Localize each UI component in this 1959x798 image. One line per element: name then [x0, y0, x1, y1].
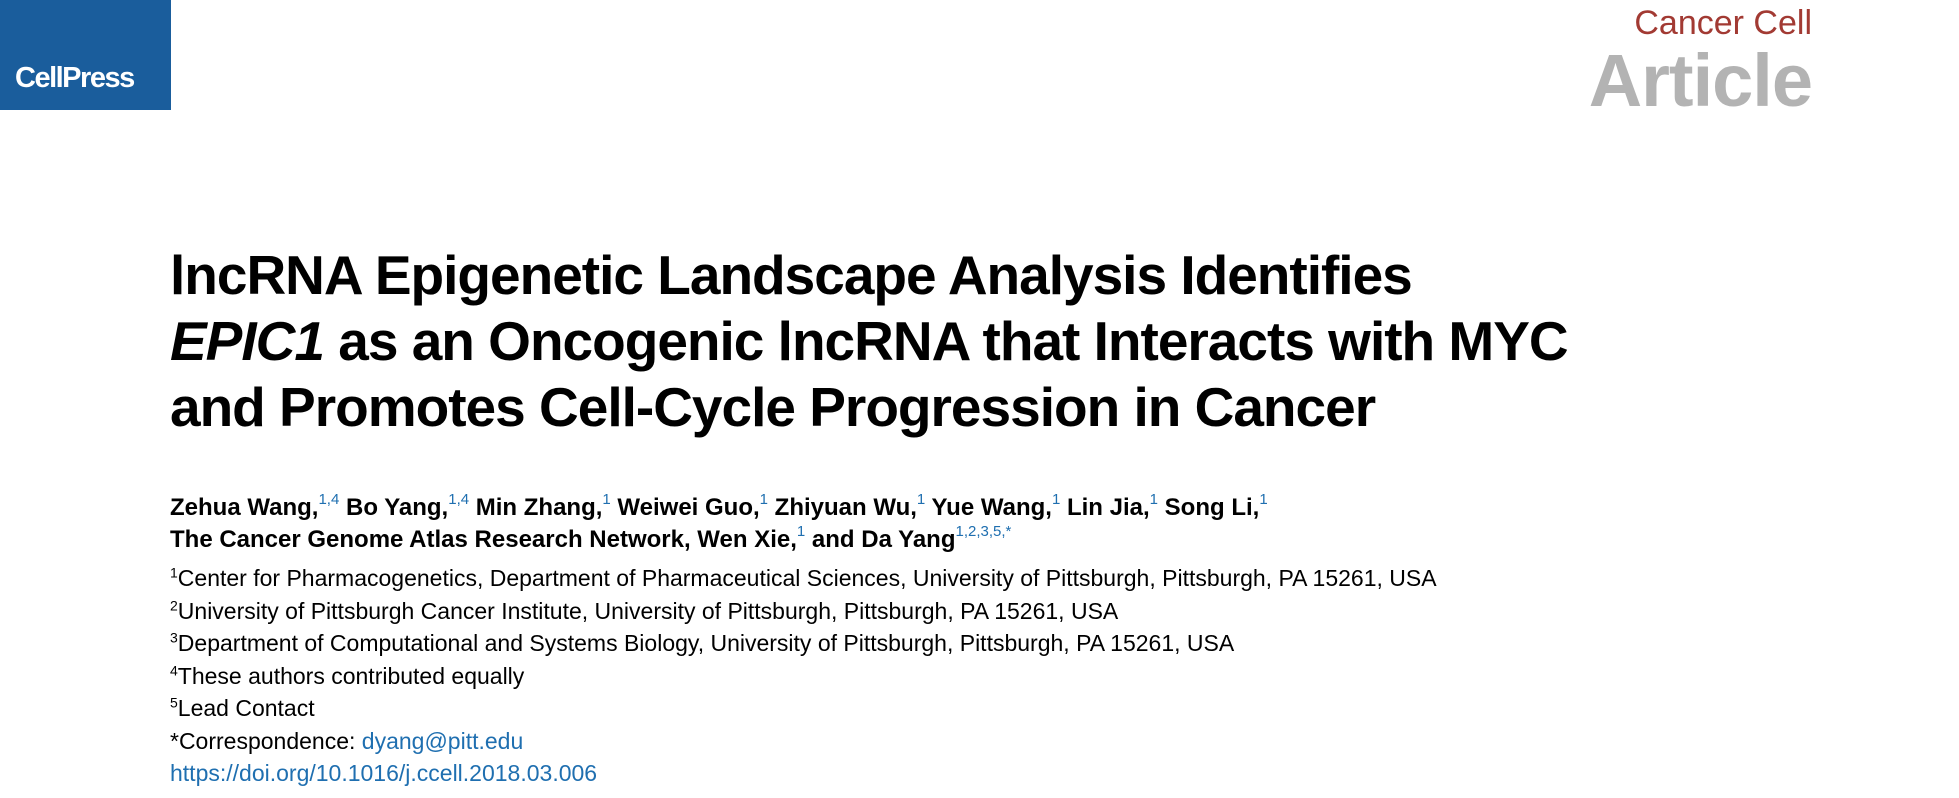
- affiliation-text: Lead Contact: [177, 695, 315, 721]
- author-affiliation-ref[interactable]: 1: [796, 523, 806, 540]
- author-name: Zhiyuan Wu,: [768, 494, 917, 521]
- author-affiliation-ref[interactable]: 1: [759, 491, 769, 508]
- author-affiliation-ref[interactable]: 1,2,3,5,*: [955, 523, 1012, 540]
- title-line-3: and Promotes Cell-Cycle Progression in C…: [170, 376, 1376, 438]
- author-affiliation-ref[interactable]: 1: [602, 491, 611, 508]
- author-list: Zehua Wang,1,4 Bo Yang,1,4 Min Zhang,1 W…: [170, 492, 1268, 556]
- affiliation-list: 1Center for Pharmacogenetics, Department…: [170, 562, 1437, 790]
- affiliation-item: 4These authors contributed equally: [170, 660, 1437, 693]
- affiliation-text: Center for Pharmacogenetics, Department …: [177, 565, 1437, 591]
- author-name: Lin Jia,: [1060, 494, 1150, 521]
- author-affiliation-ref[interactable]: 1: [916, 491, 926, 508]
- affiliation-item: 3Department of Computational and Systems…: [170, 627, 1437, 660]
- title-line-2-text: as an Oncogenic lncRNA that Interacts wi…: [323, 310, 1568, 372]
- title-gene-name: EPIC1: [170, 310, 325, 372]
- author-affiliation-ref[interactable]: 1: [1259, 491, 1268, 508]
- affiliation-number: 3: [170, 629, 178, 646]
- article-type-label: Article: [1588, 39, 1813, 122]
- author-name: Min Zhang,: [469, 494, 603, 521]
- affiliation-number: 4: [170, 661, 178, 678]
- doi-link[interactable]: https://doi.org/10.1016/j.ccell.2018.03.…: [170, 760, 598, 786]
- journal-name: Cancer Cell: [1634, 4, 1812, 42]
- author-affiliation-ref[interactable]: 1: [1051, 491, 1061, 508]
- author-name: Song Li,: [1158, 494, 1260, 521]
- affiliation-number: 2: [170, 596, 178, 613]
- title-line-1: lncRNA Epigenetic Landscape Analysis Ide…: [170, 244, 1413, 306]
- author-affiliation-ref[interactable]: 1,4: [318, 491, 340, 508]
- affiliation-text: University of Pittsburgh Cancer Institut…: [177, 597, 1119, 624]
- title-line-2: EPIC1 as an Oncogenic lncRNA that Intera…: [170, 308, 1569, 374]
- author-affiliation-ref[interactable]: 1: [1149, 491, 1158, 508]
- author-name: Weiwei Guo,: [610, 494, 760, 521]
- author-affiliation-ref[interactable]: 1,4: [448, 491, 470, 508]
- author-line-1: Zehua Wang,1,4 Bo Yang,1,4 Min Zhang,1 W…: [170, 492, 1268, 524]
- author-name: Yue Wang,: [925, 494, 1052, 521]
- publisher-logo-text: CellPress: [15, 62, 135, 94]
- affiliation-number: 5: [170, 694, 178, 711]
- cellpress-logo: CellPress: [0, 0, 171, 110]
- correspondence-label: *Correspondence:: [170, 727, 362, 754]
- author-line-2: The Cancer Genome Atlas Research Network…: [170, 524, 1268, 556]
- author-name: Bo Yang,: [339, 494, 449, 521]
- author-name: and Da Yang: [805, 526, 956, 553]
- affiliation-number: 1: [170, 564, 178, 581]
- correspondence-email-link[interactable]: dyang@pitt.edu: [361, 727, 524, 754]
- author-name: Zehua Wang,: [170, 494, 319, 521]
- correspondence-line: *Correspondence: dyang@pitt.edu: [170, 725, 1437, 758]
- affiliation-item: 5Lead Contact: [170, 692, 1437, 725]
- author-name: The Cancer Genome Atlas Research Network…: [170, 526, 797, 553]
- affiliation-item: 1Center for Pharmacogenetics, Department…: [170, 562, 1437, 595]
- affiliation-item: 2University of Pittsburgh Cancer Institu…: [170, 595, 1437, 628]
- affiliation-text: These authors contributed equally: [177, 662, 525, 689]
- paper-title: lncRNA Epigenetic Landscape Analysis Ide…: [170, 242, 1569, 440]
- affiliation-text: Department of Computational and Systems …: [177, 630, 1235, 656]
